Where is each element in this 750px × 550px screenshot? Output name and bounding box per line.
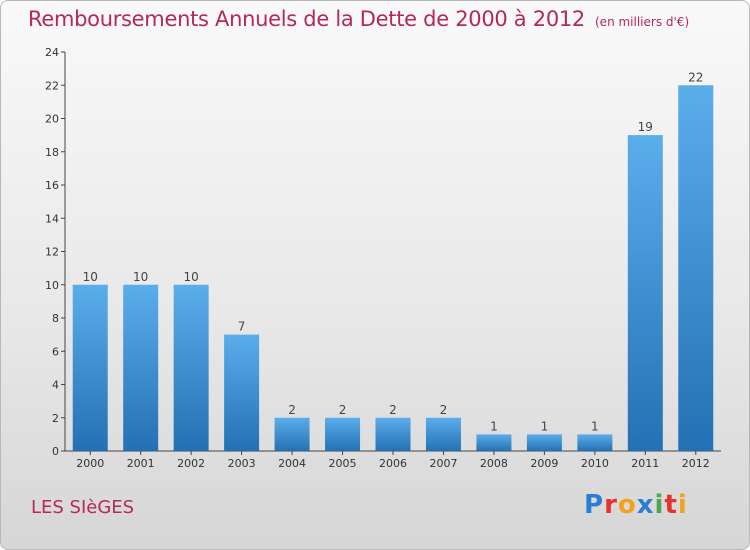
- logo-letter: i: [677, 490, 688, 520]
- logo-letter: o: [617, 490, 637, 520]
- logo-letter: x: [636, 490, 655, 520]
- y-tick-label: 22: [45, 79, 59, 92]
- data-label: 2: [389, 403, 397, 417]
- bar: [425, 417, 461, 451]
- logo-letter: P: [584, 490, 605, 520]
- logo-letter: r: [604, 490, 618, 520]
- y-tick-label: 6: [52, 345, 59, 358]
- bar: [678, 85, 714, 451]
- data-label: 2: [288, 403, 296, 417]
- title-unit: (en milliers d'€): [595, 15, 690, 29]
- bar: [224, 334, 260, 451]
- y-tick-label: 14: [45, 212, 59, 225]
- x-tick-label: 2009: [530, 457, 558, 470]
- x-tick-label: 2011: [631, 457, 659, 470]
- logo-letter: t: [664, 490, 678, 520]
- data-label: 7: [238, 320, 246, 334]
- bar: [627, 135, 663, 451]
- bar: [274, 417, 310, 451]
- y-tick-label: 24: [45, 46, 59, 59]
- x-tick-label: 2006: [379, 457, 407, 470]
- x-tick-label: 2004: [278, 457, 306, 470]
- bar: [577, 434, 613, 451]
- data-label: 2: [440, 403, 448, 417]
- data-label: 22: [688, 70, 703, 84]
- logo-letter: i: [654, 490, 665, 520]
- x-tick-label: 2007: [429, 457, 457, 470]
- commune-name: LES SIèGES: [31, 497, 135, 518]
- y-tick-label: 0: [52, 445, 59, 458]
- bar: [526, 434, 562, 451]
- data-label: 1: [591, 419, 599, 433]
- y-tick-label: 10: [45, 279, 59, 292]
- chart-title: Remboursements Annuels de la Dette de 20…: [28, 7, 689, 31]
- y-tick-label: 2: [52, 412, 59, 425]
- x-tick-label: 2001: [127, 457, 155, 470]
- x-tick-label: 2000: [76, 457, 104, 470]
- y-tick-label: 8: [52, 312, 59, 325]
- bar: [72, 284, 108, 451]
- data-label: 10: [83, 270, 98, 284]
- bar: [375, 417, 411, 451]
- data-label: 19: [638, 120, 653, 134]
- x-tick-label: 2005: [329, 457, 357, 470]
- x-tick-label: 2010: [581, 457, 609, 470]
- data-label: 1: [490, 419, 498, 433]
- bar: [123, 284, 159, 451]
- y-tick-label: 20: [45, 113, 59, 126]
- data-label: 10: [184, 270, 199, 284]
- bar: [173, 284, 209, 451]
- x-tick-label: 2003: [228, 457, 256, 470]
- x-tick-label: 2002: [177, 457, 205, 470]
- bar: [325, 417, 361, 451]
- y-tick-label: 16: [45, 179, 59, 192]
- title-text: Remboursements Annuels de la Dette de 20…: [28, 7, 585, 31]
- data-label: 10: [133, 270, 148, 284]
- y-tick-label: 4: [52, 379, 59, 392]
- bar: [476, 434, 512, 451]
- data-label: 1: [541, 419, 549, 433]
- x-tick-label: 2012: [682, 457, 710, 470]
- data-label: 2: [339, 403, 347, 417]
- y-tick-label: 18: [45, 146, 59, 159]
- y-tick-label: 12: [45, 246, 59, 259]
- x-tick-label: 2008: [480, 457, 508, 470]
- proxiti-logo: Proxiti: [584, 490, 688, 520]
